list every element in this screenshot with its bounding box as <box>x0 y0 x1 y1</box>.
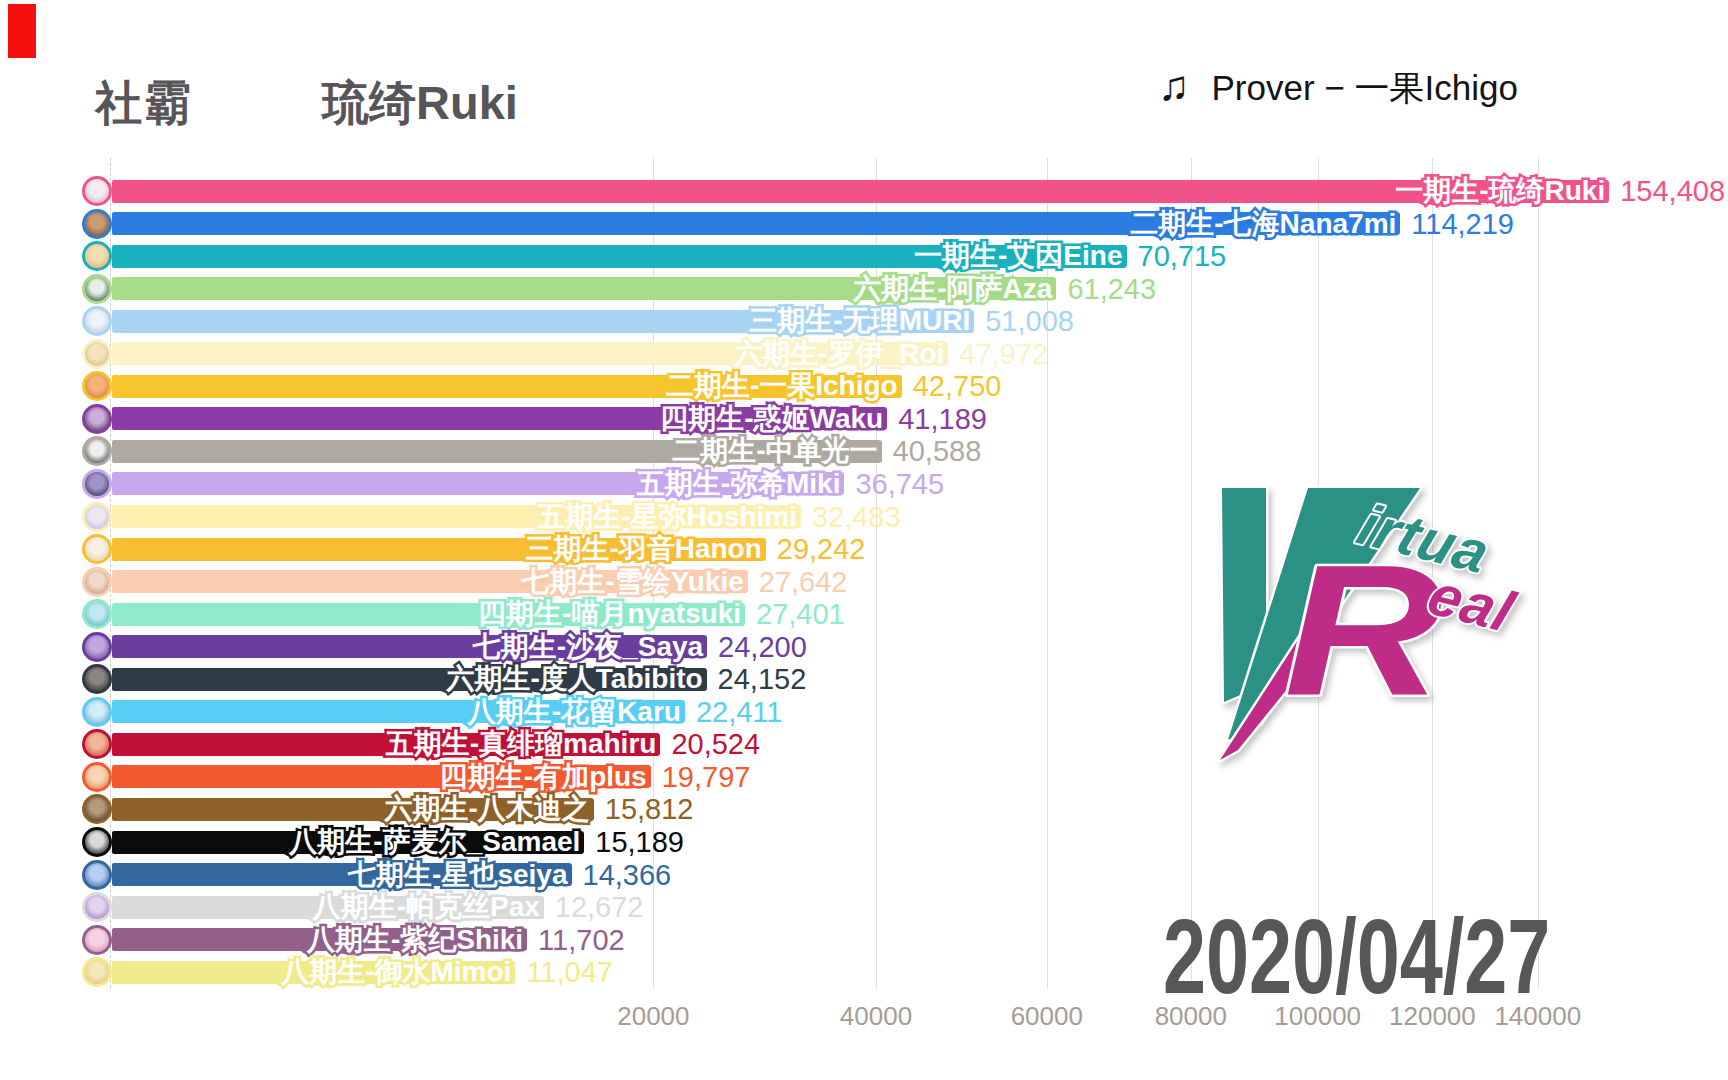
bar-value: 14,366 <box>583 860 672 890</box>
bar-value: 32,483 <box>812 502 901 532</box>
bar-value: 15,189 <box>595 827 684 857</box>
avatar <box>82 339 112 369</box>
bar-value: 51,008 <box>985 306 1074 336</box>
bar-value: 12,672 <box>555 892 644 922</box>
avatar <box>82 729 112 759</box>
bar-value: 24,152 <box>718 664 807 694</box>
avatar <box>82 306 112 336</box>
bar-value: 27,401 <box>756 599 845 629</box>
bar-value: 70,715 <box>1138 241 1227 271</box>
bar-value: 29,242 <box>777 534 866 564</box>
music-note-icon: ♫ <box>1158 62 1190 109</box>
bar-value: 27,642 <box>759 567 848 597</box>
avatar <box>82 209 112 239</box>
avatar <box>82 957 112 987</box>
bar-value: 24,200 <box>718 632 807 662</box>
axis-tick-label: 60000 <box>977 1001 1117 1032</box>
avatar <box>82 697 112 727</box>
avatar <box>82 599 112 629</box>
avatar <box>82 892 112 922</box>
current-date: 2020/04/27 <box>1163 903 1550 1009</box>
bar-value: 11,047 <box>526 957 613 987</box>
red-corner-marker <box>8 4 36 58</box>
bar-value: 36,745 <box>855 469 944 499</box>
bar-value: 40,588 <box>893 436 982 466</box>
avatar <box>82 502 112 532</box>
bar-value: 20,524 <box>671 729 760 759</box>
bar-value: 41,189 <box>898 404 987 434</box>
avatar <box>82 762 112 792</box>
avatar <box>82 794 112 824</box>
avatar <box>82 925 112 955</box>
axis-tick-label: 40000 <box>806 1001 946 1032</box>
bar-value: 22,411 <box>696 697 783 727</box>
avatar <box>82 534 112 564</box>
bar-value: 42,750 <box>913 371 1002 401</box>
bar-value: 11,702 <box>538 925 625 955</box>
avatar <box>82 176 112 206</box>
bar-value: 19,797 <box>662 762 751 792</box>
bar <box>112 180 1609 203</box>
music-credit-text: Prover − 一果Ichigo <box>1212 68 1518 107</box>
bar-value: 114,219 <box>1411 209 1514 239</box>
virtuareal-logo: irtua R eal <box>1208 482 1548 772</box>
avatar <box>82 664 112 694</box>
avatar <box>82 241 112 271</box>
avatar <box>82 436 112 466</box>
axis-tick-label: 20000 <box>583 1001 723 1032</box>
avatar <box>82 274 112 304</box>
avatar <box>82 827 112 857</box>
rank-title-label: 社霸 <box>95 72 193 135</box>
avatar <box>82 567 112 597</box>
bar-value: 61,243 <box>1067 274 1156 304</box>
gridline <box>1191 158 1192 988</box>
bar-value: 47,972 <box>959 339 1048 369</box>
leader-name: 琉绮Ruki <box>322 72 518 135</box>
bar-value: 15,812 <box>605 794 694 824</box>
bar-value: 154,408 <box>1620 176 1725 206</box>
logo-r-text: R <box>1284 526 1442 734</box>
avatar <box>82 632 112 662</box>
avatar <box>82 404 112 434</box>
music-credit: ♫ Prover − 一果Ichigo <box>1158 62 1518 112</box>
avatar <box>82 371 112 401</box>
avatar <box>82 469 112 499</box>
avatar <box>82 860 112 890</box>
